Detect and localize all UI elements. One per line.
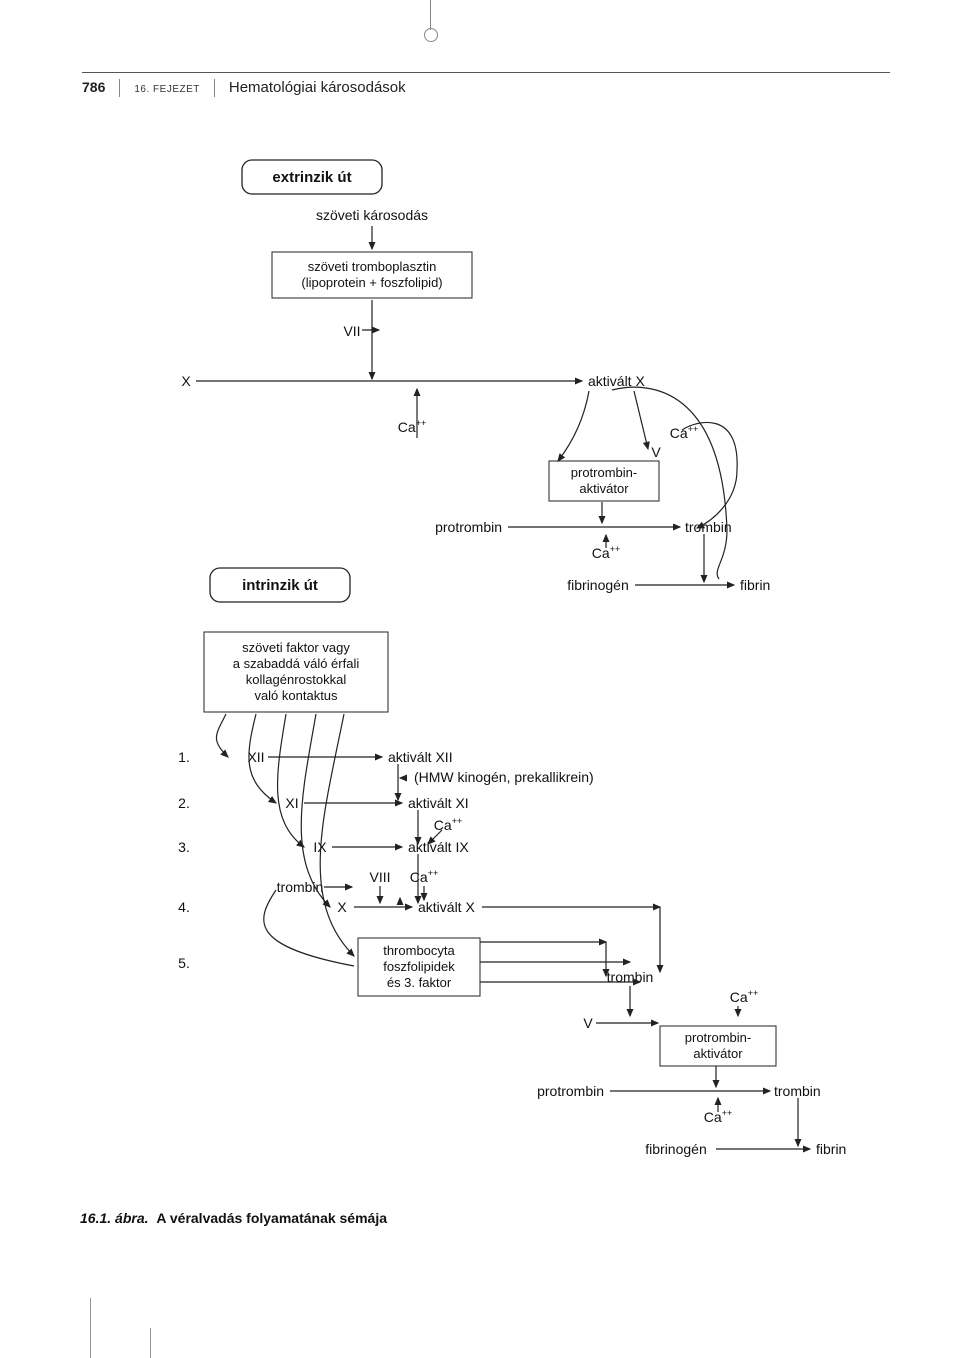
chapter-label: 16. FEJEZET: [134, 84, 200, 95]
label: Ca++: [398, 418, 426, 435]
header-divider-2: [214, 79, 215, 97]
figure-text: A véralvadás folyamatának sémája: [156, 1210, 387, 1226]
label: 3.: [178, 839, 190, 855]
box-text-tromboplasztin: szöveti tromboplasztin: [308, 259, 437, 274]
box-text-protrombin-akt-2: aktivátor: [693, 1046, 743, 1061]
header-divider: [119, 79, 120, 97]
label: aktivált X: [418, 899, 475, 915]
label: XII: [247, 749, 264, 765]
label: 4.: [178, 899, 190, 915]
box-text-szoveti-faktor: a szabaddá váló érfali: [233, 656, 360, 671]
label: aktivált XI: [408, 795, 469, 811]
figure-caption: 16.1. ábra. A véralvadás folyamatának sé…: [80, 1210, 387, 1226]
connector: [634, 391, 648, 449]
label: 5.: [178, 955, 190, 971]
label: fibrinogén: [567, 577, 629, 593]
label: Ca++: [730, 988, 758, 1005]
label: fibrin: [740, 577, 770, 593]
label: trombin: [774, 1083, 821, 1099]
connector-curve: [278, 714, 304, 847]
box-text-szoveti-faktor: kollagénrostokkal: [246, 672, 347, 687]
box-text-thrombocyta: thrombocyta: [383, 943, 455, 958]
label: protrombin: [537, 1083, 604, 1099]
page: 786 16. FEJEZET Hematológiai károsodások…: [0, 0, 960, 1358]
box-text-protrombin-akt-1: aktivátor: [579, 481, 629, 496]
label: X: [181, 373, 191, 389]
box-text-thrombocyta: foszfolipidek: [383, 959, 455, 974]
label: X: [337, 899, 347, 915]
label: szöveti károsodás: [316, 207, 428, 223]
crop-mark-bottom-2: [150, 1328, 151, 1358]
page-number: 786: [82, 79, 105, 95]
label: Ca++: [670, 424, 698, 441]
label: XI: [285, 795, 298, 811]
coagulation-flowchart: extrinzik út intrinzik út szöveti trombopl…: [82, 130, 882, 1190]
label: fibrinogén: [645, 1141, 707, 1157]
connector-curve: [216, 714, 228, 757]
label: trombin: [277, 879, 324, 895]
label: Ca++: [410, 868, 438, 885]
crop-mark: [430, 0, 431, 30]
label: Ca++: [434, 816, 462, 833]
pill-label-intrinzik: intrinzik út: [242, 577, 318, 594]
box-text-protrombin-akt-2: protrombin-: [685, 1030, 751, 1045]
pill-label-extrinzik: extrinzik út: [272, 169, 351, 186]
box-text-tromboplasztin: (lipoprotein + foszfolipid): [301, 275, 442, 290]
label: fibrin: [816, 1141, 846, 1157]
figure-number: 16.1. ábra.: [80, 1210, 149, 1226]
label: protrombin: [435, 519, 502, 535]
crop-mark-bottom-1: [90, 1298, 91, 1358]
box-text-protrombin-akt-1: protrombin-: [571, 465, 637, 480]
connector-curve: [320, 714, 354, 956]
label: VII: [343, 323, 360, 339]
box-text-thrombocyta: és 3. faktor: [387, 975, 452, 990]
label: 1.: [178, 749, 190, 765]
crop-mark-circle: [424, 28, 438, 42]
page-header: 786 16. FEJEZET Hematológiai károsodások: [82, 72, 890, 97]
box-text-szoveti-faktor: szöveti faktor vagy: [242, 640, 350, 655]
label: aktivált XII: [388, 749, 453, 765]
label: V: [583, 1015, 593, 1031]
label: aktivált IX: [408, 839, 469, 855]
connector: [558, 391, 589, 461]
label: (HMW kinogén, prekallikrein): [414, 769, 594, 785]
box-text-szoveti-faktor: való kontaktus: [254, 688, 338, 703]
chapter-title: Hematológiai károsodások: [229, 79, 406, 96]
connector-curve: [682, 422, 737, 528]
label: 2.: [178, 795, 190, 811]
label: V: [651, 444, 661, 460]
label: VIII: [369, 869, 390, 885]
